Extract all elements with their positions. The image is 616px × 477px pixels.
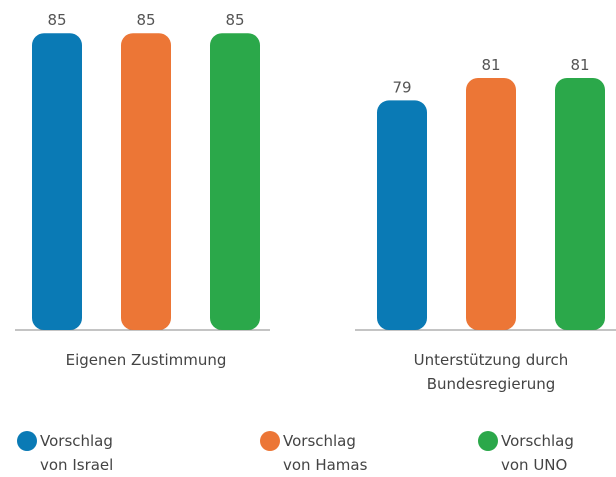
legend-swatch xyxy=(17,431,37,451)
value-label: 81 xyxy=(570,56,589,74)
bar xyxy=(121,33,171,330)
bar xyxy=(32,33,82,330)
legend-label: Vorschlag von Israel xyxy=(40,432,114,474)
bar xyxy=(466,78,516,330)
legend-swatch xyxy=(260,431,280,451)
legend-label: Vorschlag von Hamas xyxy=(283,432,368,474)
value-label: 81 xyxy=(481,56,500,74)
value-label: 85 xyxy=(47,11,66,29)
value-label: 85 xyxy=(225,11,244,29)
bar xyxy=(377,100,427,331)
legend-swatch xyxy=(478,431,498,451)
value-label: 79 xyxy=(392,78,411,96)
bar xyxy=(555,78,605,330)
category-label: Unterstützung durch Bundesregierung xyxy=(413,351,569,393)
value-label: 85 xyxy=(136,11,155,29)
legend-label: Vorschlag von UNO xyxy=(501,432,574,474)
bar xyxy=(210,33,260,330)
category-label: Eigenen Zustimmung xyxy=(65,351,227,369)
